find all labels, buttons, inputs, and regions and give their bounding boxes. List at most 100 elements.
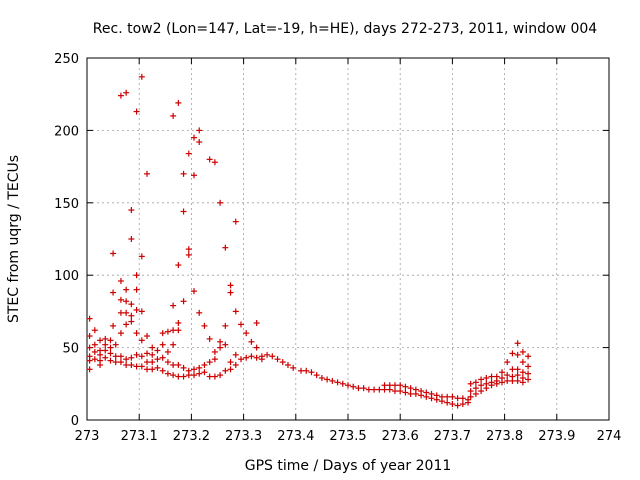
data-point (227, 282, 234, 289)
data-point (217, 338, 224, 345)
data-point (191, 134, 198, 141)
data-point (279, 359, 286, 366)
data-point (97, 351, 104, 358)
data-point (274, 356, 281, 363)
data-point (144, 366, 151, 373)
data-point (258, 356, 265, 363)
data-point (478, 376, 485, 383)
data-point (191, 366, 198, 373)
data-point (222, 244, 229, 251)
data-point (243, 354, 250, 361)
data-point (138, 363, 145, 370)
data-point (170, 327, 177, 334)
data-point (97, 337, 104, 344)
data-point (110, 289, 117, 296)
data-point (175, 262, 182, 269)
data-point (196, 127, 203, 134)
data-point (91, 327, 98, 334)
data-point (175, 373, 182, 380)
data-point (465, 399, 472, 406)
data-point (159, 330, 166, 337)
data-point (397, 388, 404, 395)
data-point (227, 359, 234, 366)
data-point (222, 322, 229, 329)
data-point (144, 170, 151, 177)
data-point (201, 322, 208, 329)
data-point (117, 353, 124, 360)
data-point (509, 366, 516, 373)
data-point (217, 344, 224, 351)
data-point (196, 309, 203, 316)
data-point (444, 393, 451, 400)
data-point (472, 385, 479, 392)
data-point (91, 348, 98, 355)
y-tick-label: 150 (54, 197, 79, 212)
data-point (253, 354, 260, 361)
data-point (243, 330, 250, 337)
data-point (232, 308, 239, 315)
data-point (467, 393, 474, 400)
data-point (164, 359, 171, 366)
data-point (402, 383, 409, 390)
data-point (525, 363, 532, 370)
data-point (350, 383, 357, 390)
y-tick-labels: 0 50 100 150 200 250 (54, 52, 79, 429)
data-point (185, 372, 192, 379)
data-point (269, 353, 276, 360)
data-point (133, 272, 140, 279)
data-point (154, 356, 161, 363)
data-point (86, 344, 93, 351)
data-point (232, 361, 239, 368)
data-point (117, 359, 124, 366)
data-point (117, 309, 124, 316)
data-point (253, 344, 260, 351)
data-point (201, 361, 208, 368)
y-tick-label: 50 (62, 342, 79, 357)
data-point (504, 372, 511, 379)
data-point (504, 359, 511, 366)
data-point (138, 353, 145, 360)
data-point (407, 390, 414, 397)
x-tick-label: 273.4 (277, 429, 314, 444)
data-point (206, 373, 213, 380)
data-point (211, 356, 218, 363)
data-point (217, 199, 224, 206)
grid-lines (87, 58, 609, 420)
x-tick-label: 273.9 (538, 429, 575, 444)
x-tick-label: 273.8 (486, 429, 523, 444)
data-point (91, 356, 98, 363)
data-point (211, 348, 218, 355)
data-point (402, 389, 409, 396)
data-point (504, 377, 511, 384)
data-point (284, 361, 291, 368)
data-point (107, 357, 114, 364)
data-point (525, 376, 532, 383)
data-point (180, 298, 187, 305)
x-tick-label: 273.2 (173, 429, 210, 444)
data-point (478, 388, 485, 395)
data-point (298, 367, 305, 374)
x-axis-title: GPS time / Days of year 2011 (245, 458, 452, 474)
data-point (472, 390, 479, 397)
data-point (360, 385, 367, 392)
data-point (488, 382, 495, 389)
data-point (329, 377, 336, 384)
data-point (128, 236, 135, 242)
data-point (248, 353, 255, 360)
data-point (170, 341, 177, 348)
data-point (412, 390, 419, 397)
data-point (175, 361, 182, 368)
data-point (232, 351, 239, 358)
data-point (459, 401, 466, 408)
data-point (149, 366, 156, 373)
data-point (345, 382, 351, 389)
data-point (391, 388, 398, 395)
data-point (290, 364, 297, 371)
data-point (454, 395, 461, 402)
data-point (133, 351, 140, 358)
data-point (339, 380, 346, 387)
data-point (381, 386, 388, 393)
data-point (149, 351, 156, 358)
data-point (386, 386, 393, 393)
data-point (138, 308, 145, 315)
